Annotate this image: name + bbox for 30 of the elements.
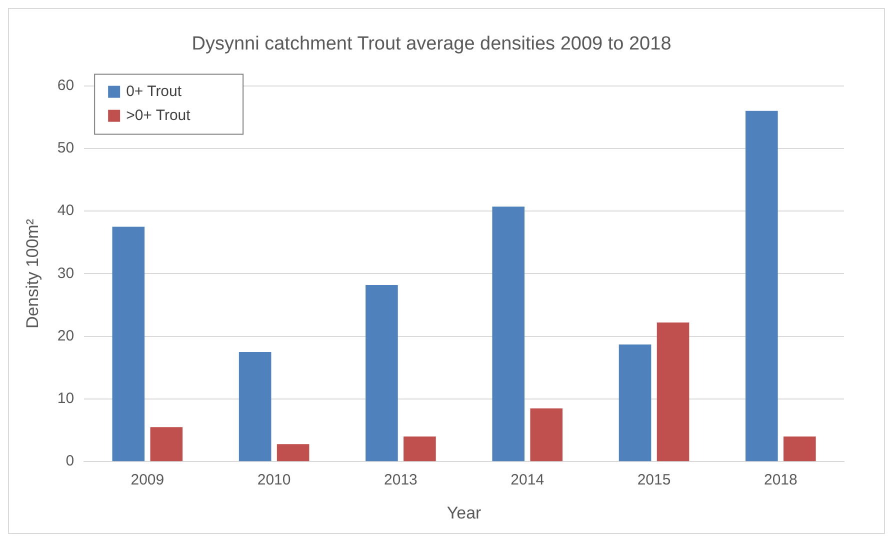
x-tick-label: 2018	[764, 472, 798, 489]
bar	[238, 352, 272, 462]
bar	[276, 444, 310, 462]
bar	[150, 427, 183, 462]
bar	[112, 226, 145, 462]
y-tick-label: 20	[57, 327, 74, 344]
y-tick-label: 50	[57, 140, 74, 157]
bar	[366, 284, 398, 462]
bar	[784, 436, 816, 462]
legend-label: >0+ Trout	[126, 106, 192, 124]
y-tick-label: 30	[57, 264, 74, 282]
y-tick-label: 60	[57, 76, 74, 94]
x-tick-label: 2015	[637, 472, 671, 489]
x-tick-label: 2009	[130, 472, 164, 489]
bar	[404, 436, 436, 462]
x-tick-label: 2013	[384, 472, 418, 489]
chart-title: Dysynni catchment Trout average densities 2009 to 2018	[192, 34, 672, 55]
y-tick-label: 0	[66, 452, 74, 470]
x-tick-label: 2010	[257, 472, 291, 489]
y-axis-title: Density 100m²	[22, 218, 42, 329]
y-tick-label: 10	[57, 390, 74, 408]
legend-label: 0+ Trout	[126, 82, 182, 100]
bar	[530, 408, 563, 462]
x-tick-label: 2014	[510, 472, 544, 489]
x-axis-title: Year	[446, 503, 482, 522]
y-tick-label: 40	[57, 202, 74, 220]
bar	[618, 344, 652, 462]
bar	[746, 110, 778, 462]
bar	[492, 206, 525, 462]
bar	[656, 322, 690, 462]
